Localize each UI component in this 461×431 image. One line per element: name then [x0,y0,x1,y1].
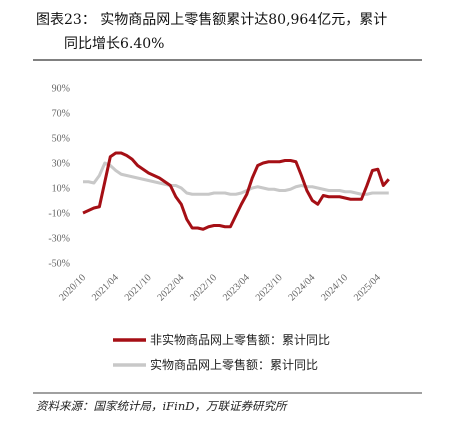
x-tick-label: 2022/10 [188,272,219,303]
x-tick-label: 2021/04 [90,272,121,303]
y-tick-label: -10% [48,209,70,220]
x-tick-label: 2024/04 [286,272,317,303]
y-tick-label: 30% [52,159,70,170]
chart-title: 图表23： 实物商品网上零售额累计达80,964亿元，累计 [36,12,387,28]
source: 资料来源：国家统计局，iFinD，万联证券研究所 [36,399,288,413]
x-tick-label: 2023/04 [221,272,252,303]
y-tick-label: -50% [48,259,70,270]
legend-label: 非实物商品网上零售额：累计同比 [150,332,330,347]
y-tick-label: 10% [52,184,70,195]
chart-title: 同比增长6.40% [64,36,164,52]
x-tick-label: 2025/04 [352,272,383,303]
x-tick-label: 2022/04 [155,272,186,303]
x-tick-label: 2023/10 [254,272,285,303]
series-line [82,151,390,231]
legend-label: 实物商品网上零售额：累计同比 [150,357,318,372]
series-line [83,161,389,196]
y-tick-label: 70% [52,109,70,120]
y-tick-label: -30% [48,234,70,245]
x-tick-label: 2024/10 [319,272,350,303]
x-tick-label: 2020/10 [57,272,88,303]
x-tick-label: 2021/10 [123,272,154,303]
y-tick-label: 90% [52,84,70,95]
y-tick-label: 50% [52,134,70,145]
